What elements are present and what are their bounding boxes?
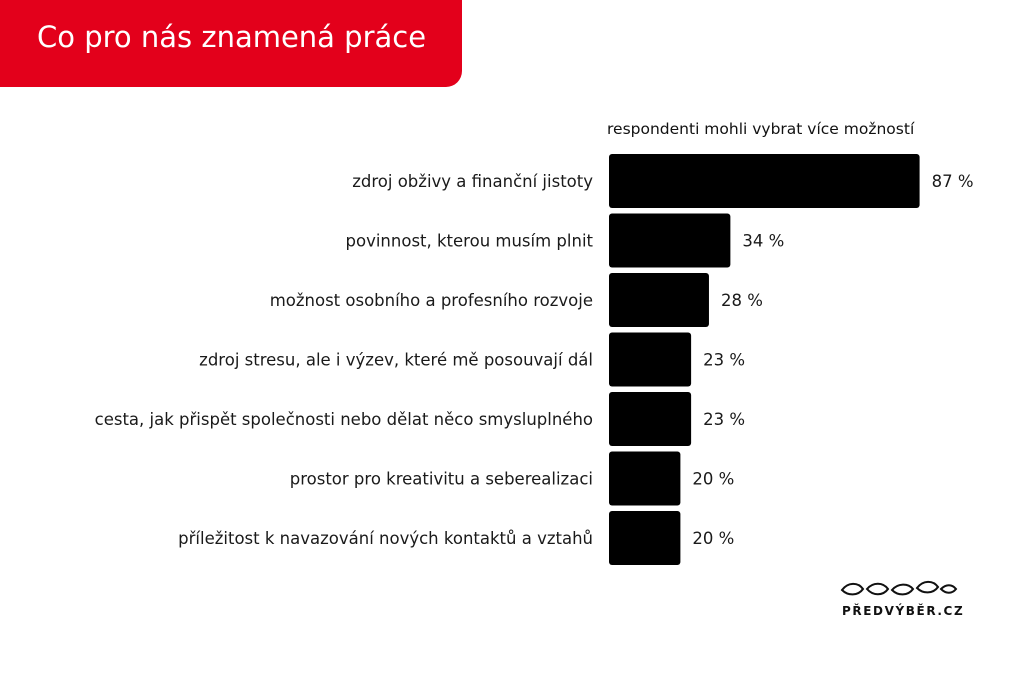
category-label: povinnost, kterou musím plnit: [346, 232, 594, 251]
fish-logo-icon: [840, 580, 958, 596]
value-label: 20 %: [692, 529, 734, 548]
bar: [609, 451, 681, 506]
bar: [609, 511, 681, 565]
value-label: 20 %: [692, 470, 734, 489]
bar: [609, 273, 709, 327]
chart-note: respondenti mohli vybrat více možností: [607, 120, 915, 138]
bar: [609, 154, 920, 208]
category-label: zdroj stresu, ale i výzev, které mě poso…: [199, 351, 593, 370]
bar: [609, 213, 731, 268]
page-title: Co pro nás znamená práce: [37, 20, 427, 54]
value-label: 87 %: [932, 172, 974, 191]
title-banner: Co pro nás znamená práce: [0, 0, 462, 87]
category-label: příležitost k navazování nových kontaktů…: [178, 529, 593, 548]
category-label: prostor pro kreativitu a seberealizaci: [290, 470, 593, 489]
bar: [609, 392, 692, 446]
brand-logo: PŘEDVÝBĚR.CZ: [838, 578, 963, 618]
value-label: 23 %: [703, 410, 745, 429]
bar: [609, 332, 692, 387]
brand-name: PŘEDVÝBĚR.CZ: [842, 604, 965, 618]
value-label: 28 %: [721, 291, 763, 310]
value-label: 23 %: [703, 351, 745, 370]
category-label: zdroj obživy a finanční jistoty: [352, 172, 593, 191]
category-label: možnost osobního a profesního rozvoje: [270, 291, 593, 310]
category-label: cesta, jak přispět společnosti nebo děla…: [95, 410, 593, 429]
value-label: 34 %: [742, 232, 784, 251]
